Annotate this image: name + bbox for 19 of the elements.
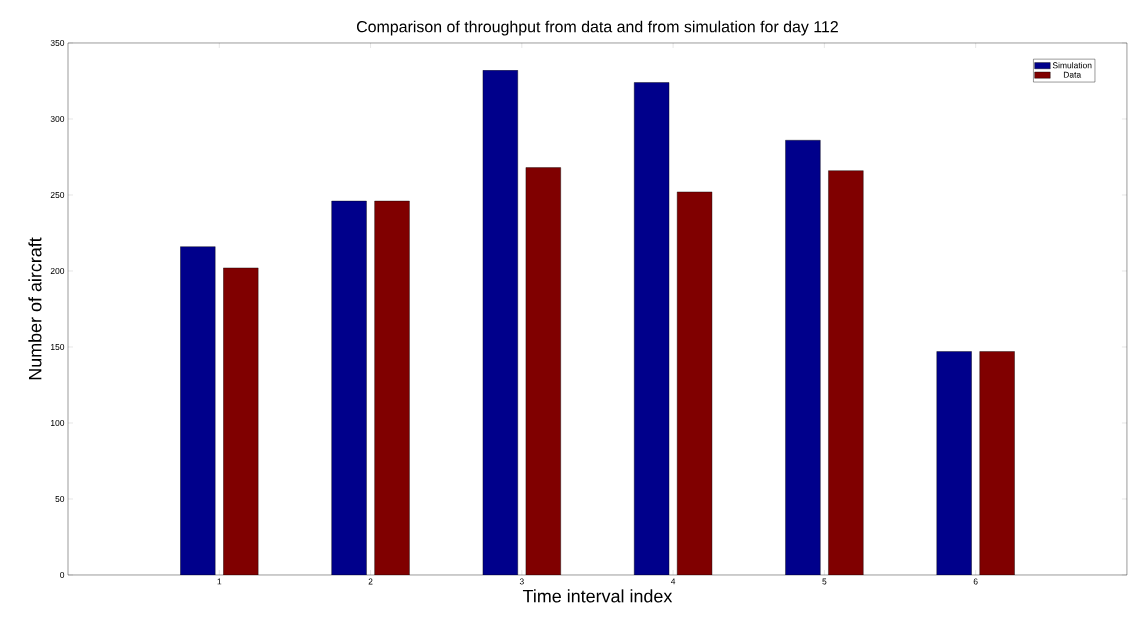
y-tick-label: 150: [51, 343, 65, 350]
y-tick-label: 0: [60, 571, 65, 578]
x-tick-label: 3: [519, 578, 524, 585]
y-tick-label: 250: [50, 191, 65, 198]
x-tick-label: 6: [973, 578, 978, 585]
y-tick-label: 50: [55, 495, 65, 502]
x-tick-label: 1: [217, 578, 222, 585]
x-tick-label: 5: [822, 578, 827, 585]
y-tick-label: 100: [51, 419, 65, 426]
x-tick-label: 4: [670, 578, 676, 585]
y-tick-label: 300: [50, 115, 65, 122]
x-axis-title: Time interval index: [522, 589, 673, 603]
y-axis-title: Number of aircraft: [28, 237, 42, 380]
y-tick-label: 200: [50, 267, 65, 274]
chart-title: Comparison of throughput from data and from simulation for day 112: [356, 20, 838, 36]
x-tick-label: 2: [368, 578, 373, 585]
legend-label: Data: [1063, 71, 1082, 78]
legend-label: Simulation: [1052, 62, 1092, 69]
y-tick-label: 350: [50, 39, 65, 46]
